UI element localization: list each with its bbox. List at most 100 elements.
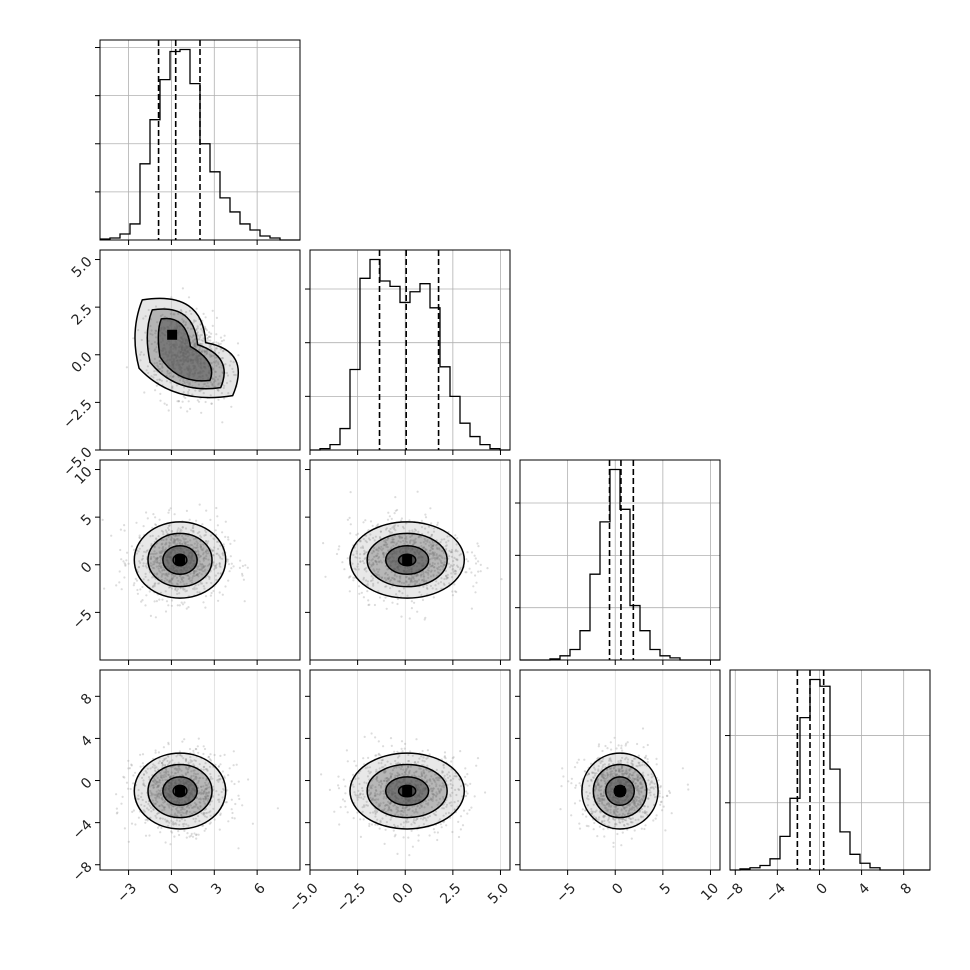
scatter-point: [188, 383, 192, 386]
scatter-point: [181, 603, 185, 606]
scatter-point: [222, 543, 225, 546]
scatter-point: [570, 777, 574, 780]
scatter-point: [228, 570, 231, 573]
scatter-point: [462, 809, 466, 812]
scatter-point: [367, 603, 370, 607]
scatter-point: [159, 561, 162, 564]
scatter-point: [159, 362, 162, 366]
scatter-point: [347, 576, 351, 579]
scatter-point: [337, 548, 340, 551]
histogram-frame-2: [519, 459, 721, 661]
scatter-point: [409, 750, 412, 753]
scatter-point: [196, 544, 199, 547]
scatter-point: [198, 338, 201, 341]
histogram-bin: [760, 866, 770, 870]
scatter-point: [217, 342, 220, 345]
scatter-point: [400, 747, 403, 751]
scatter-point: [156, 378, 159, 381]
scatter-point: [200, 411, 203, 414]
scatter-point: [362, 757, 365, 760]
scatter-point: [168, 544, 171, 547]
scatter-point: [176, 542, 179, 545]
scatter-point: [230, 808, 233, 811]
scatter-point: [217, 362, 220, 366]
scatter-point: [451, 594, 454, 597]
scatter-point: [238, 797, 241, 801]
scatter-point: [219, 555, 222, 559]
scatter-point: [125, 559, 128, 562]
scatter-point: [203, 349, 206, 353]
scatter-point: [123, 827, 126, 830]
scatter-point: [232, 565, 235, 568]
scatter-point: [120, 802, 123, 805]
scatter-point: [229, 360, 232, 363]
scatter-point: [324, 575, 327, 578]
scatter-point: [424, 513, 427, 516]
scatter-point: [641, 727, 645, 730]
scatter-point: [209, 594, 212, 597]
scatter-point: [187, 296, 191, 299]
scatter-point: [217, 765, 220, 768]
scatter-point: [232, 370, 235, 373]
scatter-point: [132, 548, 136, 552]
x-tick-label: −2.5: [334, 880, 369, 915]
scatter-point: [343, 568, 346, 571]
scatter-point: [215, 316, 218, 319]
scatter-point: [364, 519, 367, 522]
scatter-point: [198, 568, 201, 572]
scatter-point: [192, 343, 195, 346]
scatter-point: [203, 350, 206, 353]
scatter-point: [386, 518, 390, 521]
scatter-point: [417, 834, 420, 837]
scatter-point: [408, 854, 411, 857]
scatter-point: [177, 400, 180, 403]
scatter-point: [237, 780, 240, 783]
scatter-point: [152, 560, 155, 564]
scatter-point: [154, 616, 157, 619]
scatter-point: [173, 542, 176, 545]
histogram-panel-2: [515, 460, 720, 661]
histogram-steps: [100, 48, 300, 241]
scatter-point: [203, 829, 206, 832]
scatter-point: [217, 599, 220, 602]
scatter-point: [410, 600, 413, 603]
scatter-point: [210, 332, 213, 335]
scatter-point: [210, 581, 213, 585]
scatter-point: [190, 336, 193, 339]
scatter-point: [429, 507, 432, 510]
scatter-point: [180, 310, 183, 313]
scatter-point: [224, 535, 227, 539]
scatter-point: [221, 593, 224, 596]
scatter-point: [172, 375, 175, 378]
histogram-bin: [850, 854, 860, 870]
scatter-point: [432, 828, 435, 831]
scatter-point: [388, 515, 391, 518]
scatter-point: [145, 369, 148, 372]
scatter-point: [122, 775, 125, 779]
scatter-point: [227, 392, 230, 395]
y-tick-label: 8: [78, 691, 96, 709]
scatter-point: [391, 601, 394, 604]
scatter-point: [153, 600, 156, 603]
scatter-point: [466, 792, 469, 795]
scatter-point: [192, 575, 195, 578]
scatter-point: [229, 380, 232, 383]
x-tick-label: −8: [721, 880, 747, 906]
scatter-point: [428, 834, 431, 837]
x-tick-label: 0.0: [390, 880, 417, 907]
scatter-point: [219, 336, 223, 339]
y-tick-label: −8: [70, 859, 96, 885]
scatter-point: [181, 542, 184, 546]
scatter-point: [197, 383, 200, 386]
histogram-bin: [190, 84, 200, 240]
scatter-point: [342, 778, 345, 781]
y-tick-label: 0.0: [69, 349, 96, 376]
histogram-bin: [640, 631, 650, 660]
scatter-point: [175, 384, 178, 387]
scatter-point: [154, 516, 157, 519]
scatter-point: [219, 812, 222, 815]
scatter-point: [344, 785, 347, 788]
x-tick-label: 0: [165, 880, 183, 898]
scatter-point: [148, 834, 151, 837]
scatter-point: [144, 572, 147, 576]
